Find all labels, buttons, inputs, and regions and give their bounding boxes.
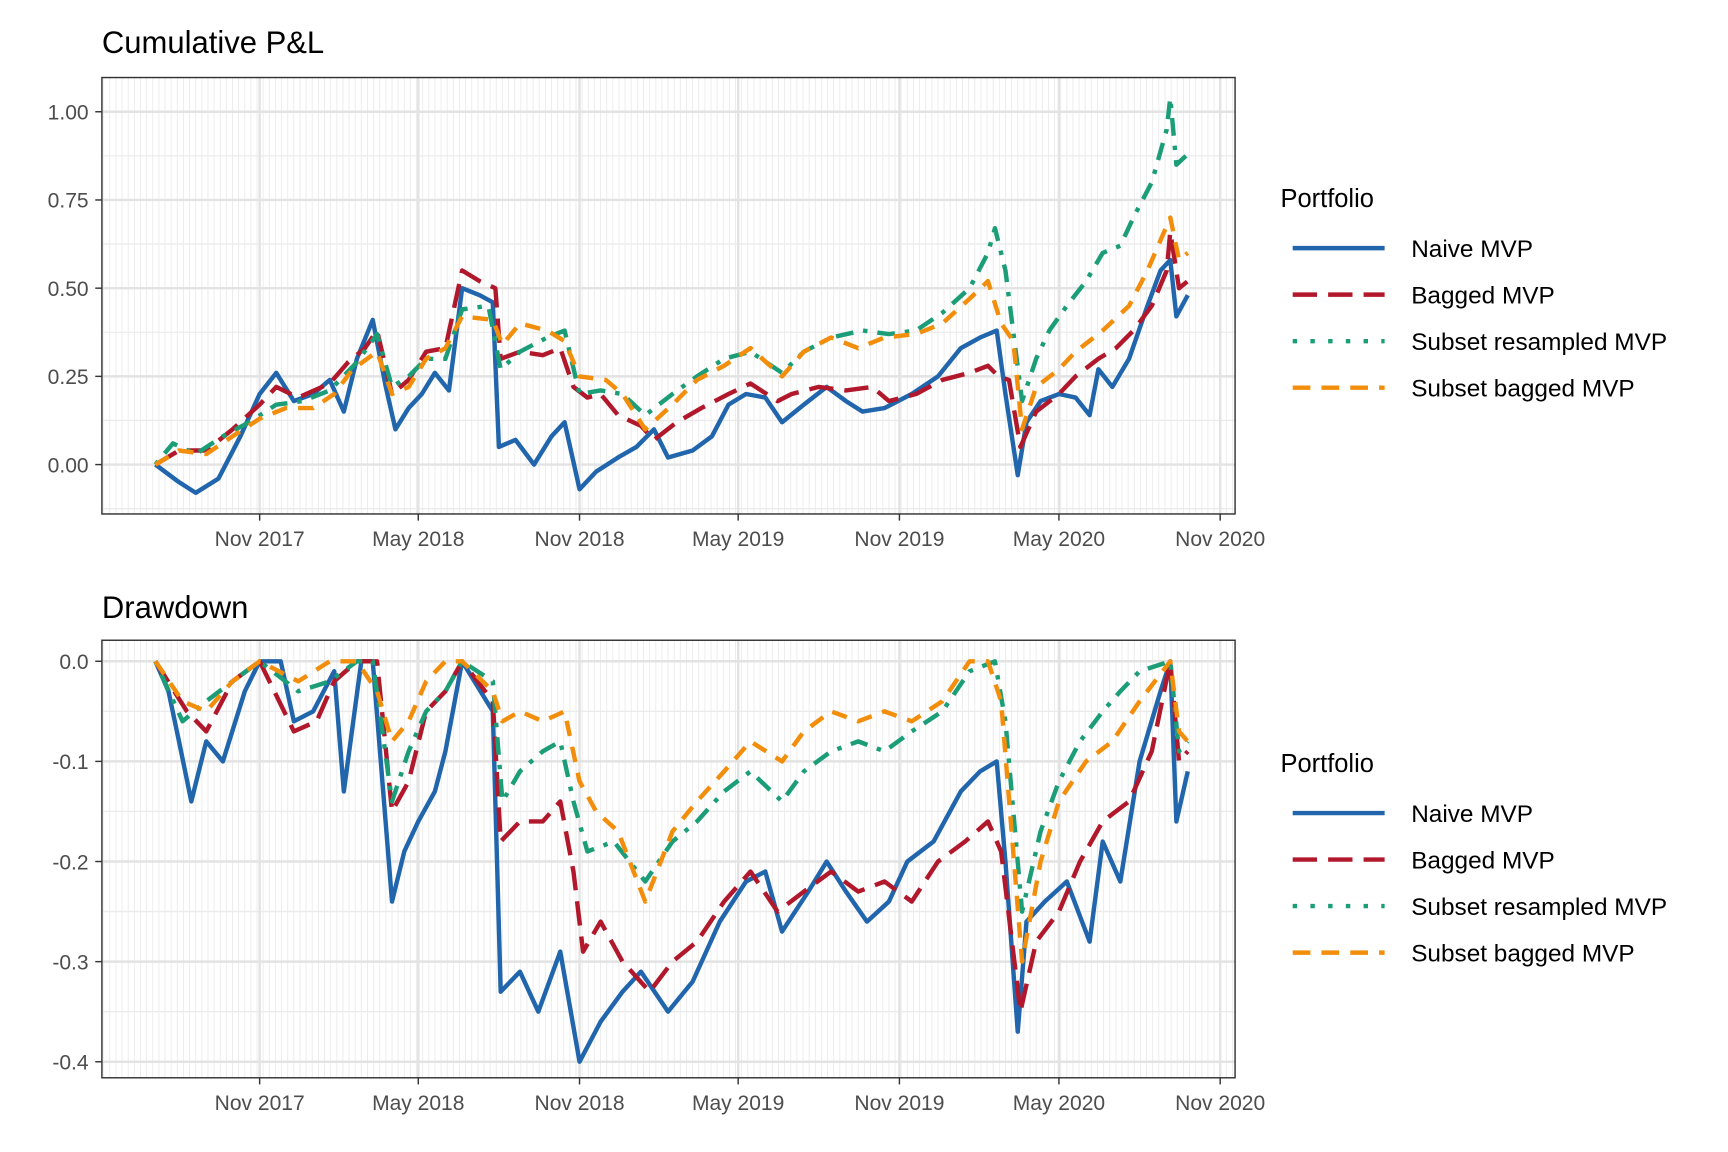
series-line-subset-bagged-mvp xyxy=(153,659,1190,964)
y-tick-label: -0.4 xyxy=(52,1052,89,1075)
plot-border xyxy=(101,76,1236,515)
legend-title: Portfolio xyxy=(1280,185,1373,213)
y-tick-label: 0.75 xyxy=(48,190,89,213)
panel-drawdown: Drawdown Nov 2017 May 2018 Nov 2018 May 2019… xyxy=(52,590,1667,1115)
y-tick-label: 0.00 xyxy=(48,454,89,477)
x-tick-label: May 2020 xyxy=(1013,528,1105,551)
x-tick-label: May 2019 xyxy=(692,528,784,551)
panel-cumulative-pnl: Cumulative P&L Nov 2017 May 2018 Nov 2018 Ma… xyxy=(48,25,1667,551)
y-tick-label: -0.3 xyxy=(52,951,88,974)
legend: Portfolio Naive MVP Bagged MVP Subset resam… xyxy=(1280,750,1667,967)
x-tick-label: Nov 2020 xyxy=(1175,1092,1265,1115)
major-gridlines xyxy=(101,640,1236,1078)
legend-label: Subset bagged MVP xyxy=(1411,940,1634,967)
x-tick-label: Nov 2019 xyxy=(854,528,944,551)
series-line-naive-mvp xyxy=(154,257,1190,496)
legend-label: Subset bagged MVP xyxy=(1411,376,1634,403)
legend-label: Subset resampled MVP xyxy=(1411,329,1667,356)
chart-title: Drawdown xyxy=(102,590,248,625)
x-tick-label: May 2020 xyxy=(1013,1092,1105,1115)
series-lines xyxy=(153,95,1190,496)
x-tick-label: Nov 2020 xyxy=(1175,528,1265,551)
plot-border xyxy=(101,639,1236,1079)
legend-title: Portfolio xyxy=(1280,750,1373,778)
x-tick-label: Nov 2018 xyxy=(535,1092,625,1115)
major-gridlines xyxy=(101,77,1236,514)
series-line-bagged-mvp xyxy=(154,229,1190,467)
y-tick-label: 0.0 xyxy=(59,651,88,674)
x-tick-label: Nov 2017 xyxy=(215,528,305,551)
series-line-subset-resampled-mvp xyxy=(153,95,1190,466)
legend-label: Naive MVP xyxy=(1411,801,1533,828)
x-tick-label: May 2018 xyxy=(372,528,464,551)
chart-title: Cumulative P&L xyxy=(102,25,324,60)
x-tick-label: May 2019 xyxy=(692,1092,784,1115)
legend-label: Subset resampled MVP xyxy=(1411,894,1667,921)
y-tick-label: 0.25 xyxy=(48,366,89,389)
y-tick-label: -0.2 xyxy=(52,851,88,874)
x-tick-label: May 2018 xyxy=(372,1092,464,1115)
series-lines xyxy=(153,659,1190,1064)
legend-label: Bagged MVP xyxy=(1411,283,1555,310)
x-tick-label: Nov 2018 xyxy=(535,528,625,551)
y-tick-label: 0.50 xyxy=(48,278,89,301)
x-tick-label: Nov 2019 xyxy=(854,1092,944,1115)
y-tick-label: -0.1 xyxy=(52,751,88,774)
legend: Portfolio Naive MVP Bagged MVP Subset resam… xyxy=(1280,185,1667,402)
legend-label: Naive MVP xyxy=(1411,236,1533,263)
series-line-subset-resampled-mvp xyxy=(153,659,1190,914)
legend-label: Bagged MVP xyxy=(1411,847,1555,874)
x-tick-label: Nov 2017 xyxy=(215,1092,305,1115)
y-tick-label: 1.00 xyxy=(48,102,89,125)
